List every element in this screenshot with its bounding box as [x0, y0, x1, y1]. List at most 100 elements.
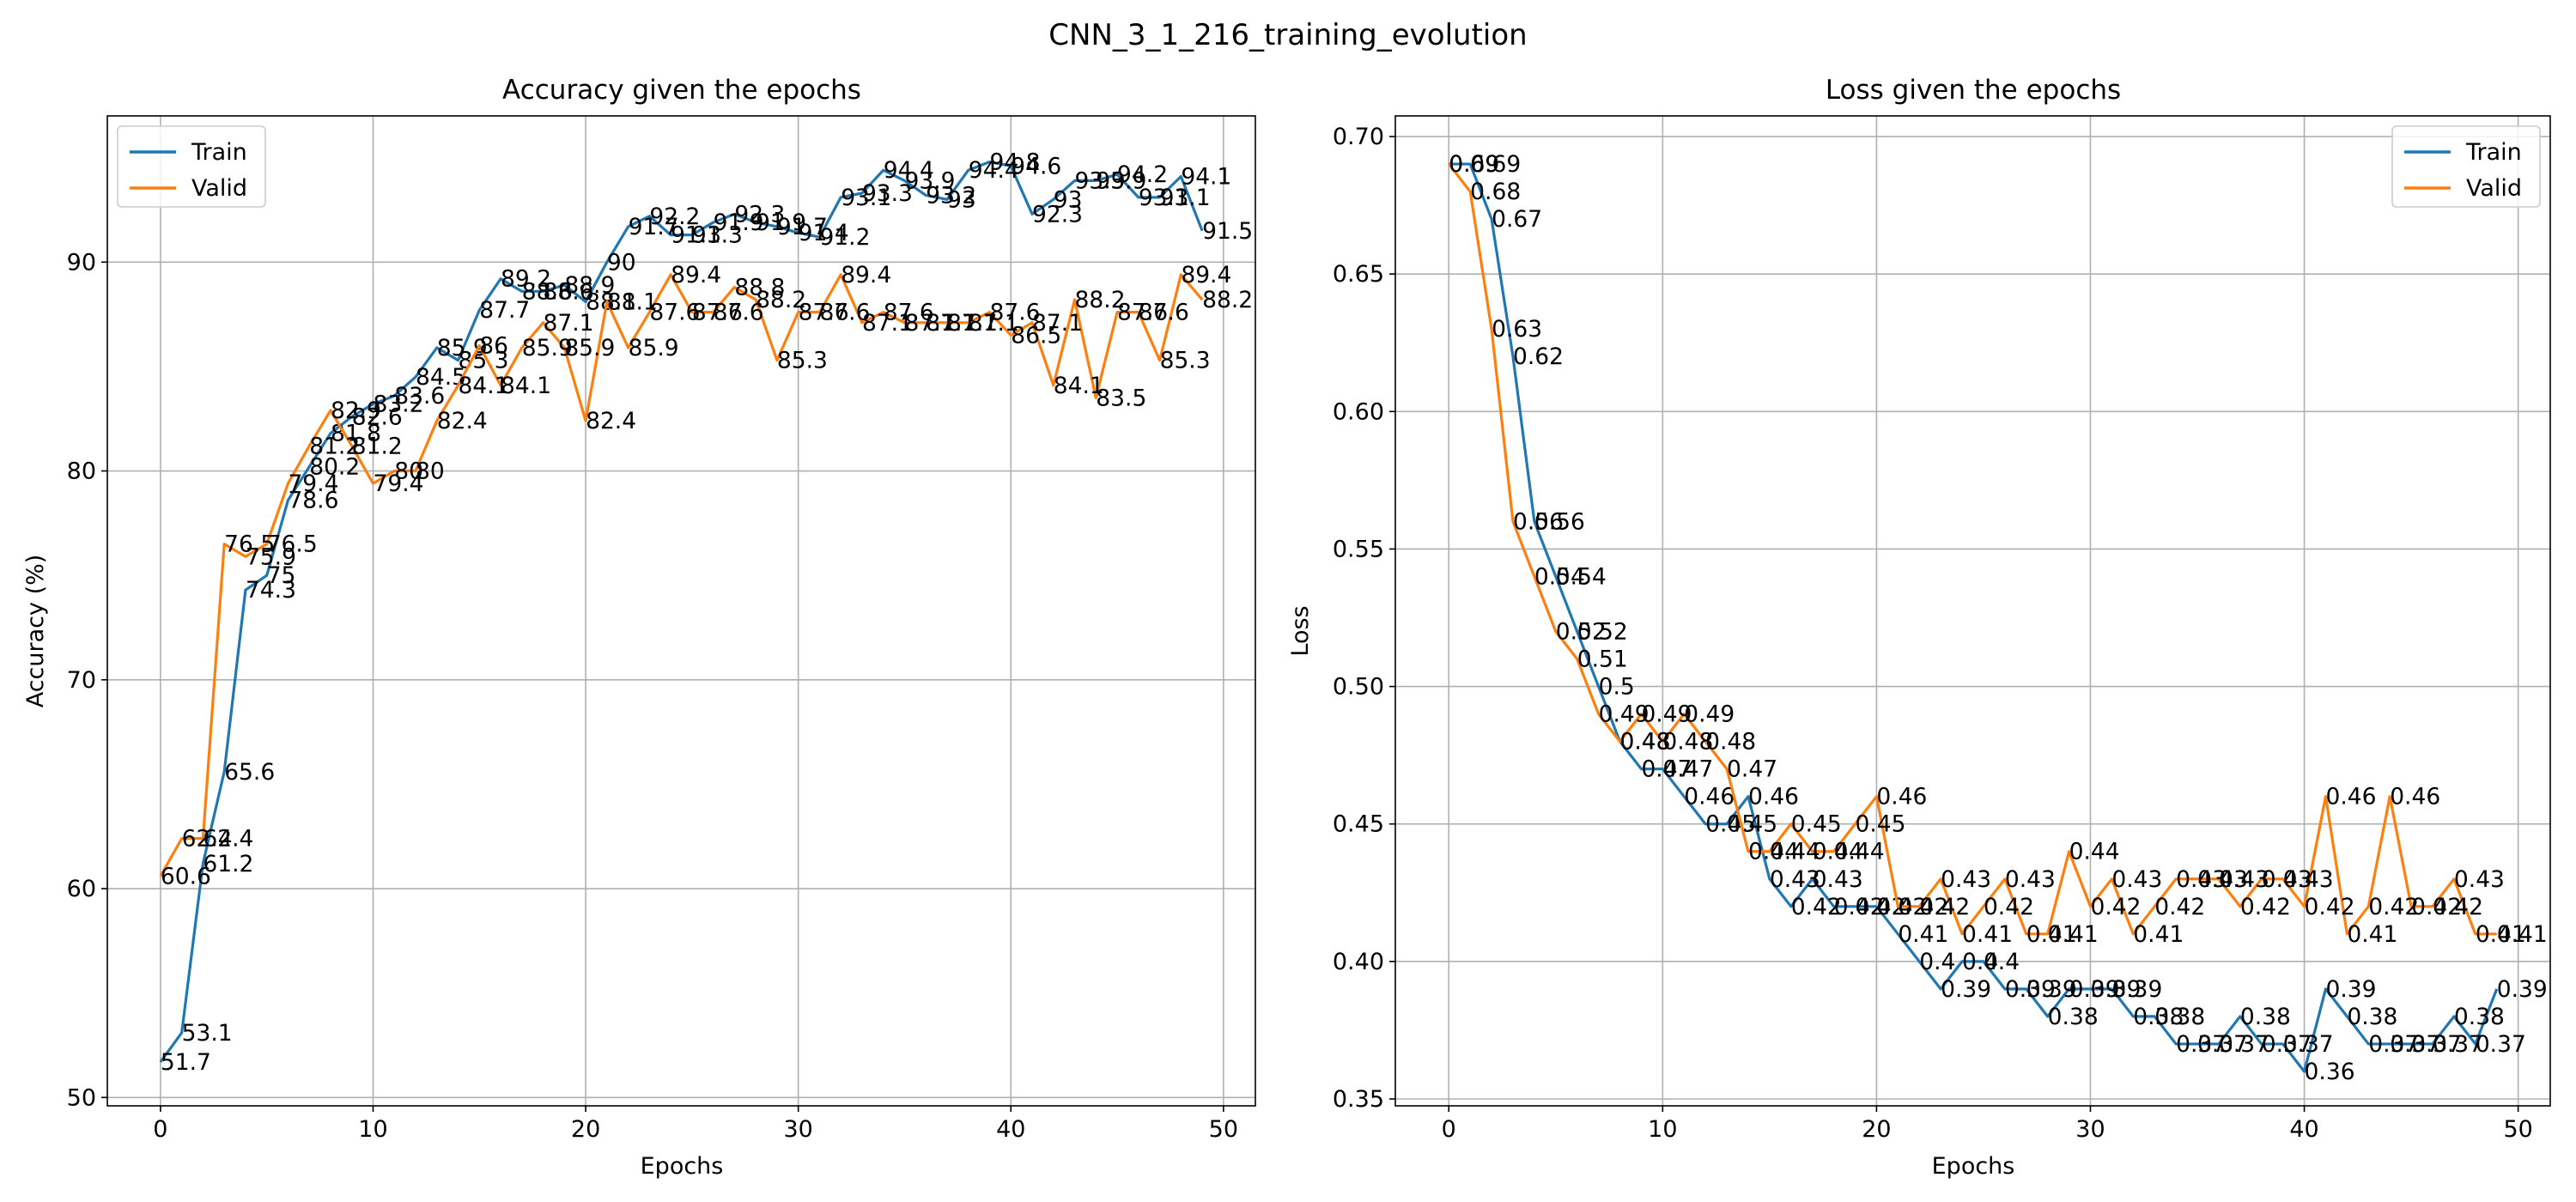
accuracy-train-data-label: 94.6: [1011, 153, 1061, 179]
accuracy-valid-data-label: 88.2: [756, 287, 806, 313]
loss-train-data-label: 0.37: [2197, 1031, 2248, 1058]
loss-x-tick-label: 50: [2503, 1116, 2532, 1143]
accuracy-train-data-label: 91.9: [756, 209, 806, 236]
accuracy-valid-data-label: 85.3: [1160, 348, 1211, 374]
accuracy-train-data-label: 93: [1054, 186, 1083, 213]
loss-valid-data-label: 0.43: [2283, 866, 2334, 893]
accuracy-x-tick-label: 30: [783, 1116, 812, 1143]
loss-train-data-label: 0.38: [2240, 1004, 2291, 1030]
loss-valid-data-label: 0.51: [1577, 647, 1628, 673]
accuracy-valid-data-label: 80: [416, 458, 445, 485]
loss-y-tick-label: 0.55: [1333, 536, 1384, 562]
accuracy-train-data-label: 91.5: [1202, 218, 1253, 245]
loss-y-tick-label: 0.45: [1333, 811, 1384, 838]
accuracy-x-tick-label: 10: [358, 1116, 387, 1143]
accuracy-train-data-label: 94.4: [969, 157, 1019, 184]
loss-train-data-label: 0.37: [2390, 1031, 2440, 1058]
loss-valid-data-label: 0.41: [2497, 921, 2548, 948]
accuracy-valid-data-label: 87.6: [649, 300, 700, 326]
loss-valid-data-label: 0.43: [2111, 866, 2162, 893]
accuracy-x-tick-label: 40: [996, 1116, 1025, 1143]
loss-train-data-label: 0.43: [1813, 866, 1863, 893]
loss-train-data-label: 0.47: [1641, 756, 1692, 783]
accuracy-valid-data-label: 85.3: [777, 348, 828, 374]
loss-valid-data-label: 0.44: [1748, 839, 1799, 865]
loss-valid-data-label: 0.42: [2368, 894, 2419, 920]
accuracy-train-data-label: 93.1: [841, 185, 891, 211]
loss-valid-data-label: 0.41: [2347, 921, 2397, 948]
loss-valid-line: [1448, 163, 2497, 936]
loss-train-data-label: 0.42: [1791, 894, 1842, 920]
accuracy-valid-data-label: 89.4: [1181, 262, 1231, 288]
loss-train-data-label: 0.38: [2154, 1004, 2205, 1030]
accuracy-valid-data-label: 87.6: [819, 300, 870, 326]
loss-train-data-label: 0.47: [1662, 756, 1713, 783]
loss-train-data-label: 0.38: [2454, 1004, 2505, 1030]
loss-valid-data-label: 0.42: [2433, 894, 2483, 920]
loss-train-data-label: 0.37: [2176, 1031, 2227, 1058]
accuracy-valid-data-label: 87.6: [1139, 300, 1189, 326]
accuracy-train-data-label: 91.3: [671, 222, 721, 249]
accuracy-valid-data-label: 87.1: [926, 310, 976, 337]
accuracy-train-data-label: 94.8: [990, 149, 1041, 176]
accuracy-valid-data-label: 75.9: [246, 543, 296, 570]
accuracy-train-data-label: 88.6: [544, 278, 594, 305]
loss-legend-label-valid: Valid: [2466, 175, 2522, 202]
loss-plot-frame: [1394, 115, 2551, 1107]
accuracy-valid-data-label: 76.5: [224, 531, 275, 558]
loss-valid-data-label: 0.48: [1705, 729, 1756, 756]
loss-y-tick-label: 0.40: [1333, 949, 1384, 975]
accuracy-valid-data-label: 82.9: [331, 398, 381, 424]
loss-valid-data-label: 0.44: [2069, 839, 2120, 865]
loss-valid-data-label: 0.41: [2476, 921, 2526, 948]
accuracy-valid-data-label: 87.1: [544, 310, 594, 337]
loss-train-data-label: 0.4: [1919, 949, 1955, 975]
accuracy-train-data-label: 91.2: [819, 224, 870, 251]
accuracy-valid-data-label: 88.2: [1075, 287, 1126, 313]
loss-valid-data-label: 0.42: [2305, 894, 2355, 920]
accuracy-valid-data-label: 87.6: [799, 300, 849, 326]
loss-train-data-label: 0.37: [2411, 1031, 2462, 1058]
loss-y-axis-label: Loss: [1287, 605, 1314, 656]
loss-train-data-label: 0.45: [1705, 811, 1756, 838]
loss-train-data-label: 0.4: [1984, 949, 2020, 975]
accuracy-valid-data-label: 79.4: [288, 470, 338, 497]
loss-valid-data-label: 0.42: [1898, 894, 1948, 920]
loss-train-data-label: 0.37: [2219, 1031, 2269, 1058]
accuracy-y-tick-label: 90: [67, 249, 96, 276]
accuracy-train-data-label: 94.2: [1117, 161, 1168, 188]
accuracy-valid-data-label: 89.4: [841, 262, 891, 288]
accuracy-valid-data-label: 84.1: [501, 373, 551, 399]
accuracy-train-data-label: 91.9: [714, 209, 764, 236]
accuracy-valid-data-label: 81.2: [309, 433, 360, 459]
loss-train-data-label: 0.42: [1834, 894, 1885, 920]
accuracy-train-data-label: 87.7: [479, 297, 530, 324]
loss-valid-data-label: 0.42: [1984, 894, 2034, 920]
accuracy-train-data-label: 78.6: [288, 488, 338, 514]
accuracy-y-axis-label: Accuracy (%): [22, 555, 49, 708]
accuracy-chart-title: Accuracy given the epochs: [502, 75, 861, 106]
accuracy-valid-data-label: 87.1: [969, 310, 1019, 337]
loss-x-tick-label: 0: [1442, 1116, 1456, 1143]
loss-valid-data-label: 0.42: [2240, 894, 2291, 920]
accuracy-train-data-label: 89.2: [501, 266, 551, 293]
accuracy-valid-data-label: 87.6: [714, 300, 764, 326]
loss-train-data-label: 0.46: [1748, 784, 1799, 810]
accuracy-valid-data-label: 84.1: [1054, 373, 1104, 399]
loss-y-tick-label: 0.50: [1333, 674, 1384, 701]
accuracy-train-data-label: 94.1: [1181, 164, 1231, 191]
loss-y-tick-label: 0.70: [1333, 124, 1384, 150]
loss-train-data-label: 0.43: [1770, 866, 1820, 893]
loss-valid-data-label: 0.43: [1941, 866, 1991, 893]
accuracy-valid-data-label: 88.1: [607, 288, 658, 315]
accuracy-valid-data-label: 88.2: [1202, 287, 1253, 313]
loss-train-data-label: 0.36: [2305, 1059, 2355, 1085]
loss-x-tick-label: 20: [1862, 1116, 1891, 1143]
accuracy-valid-data-label: 87.1: [862, 310, 913, 337]
accuracy-legend-label-valid: Valid: [191, 175, 247, 202]
loss-valid-data-label: 0.42: [2411, 894, 2462, 920]
loss-train-data-label: 0.62: [1513, 343, 1564, 370]
loss-valid-data-label: 0.49: [1684, 701, 1735, 728]
accuracy-valid-data-label: 85.9: [522, 335, 573, 361]
